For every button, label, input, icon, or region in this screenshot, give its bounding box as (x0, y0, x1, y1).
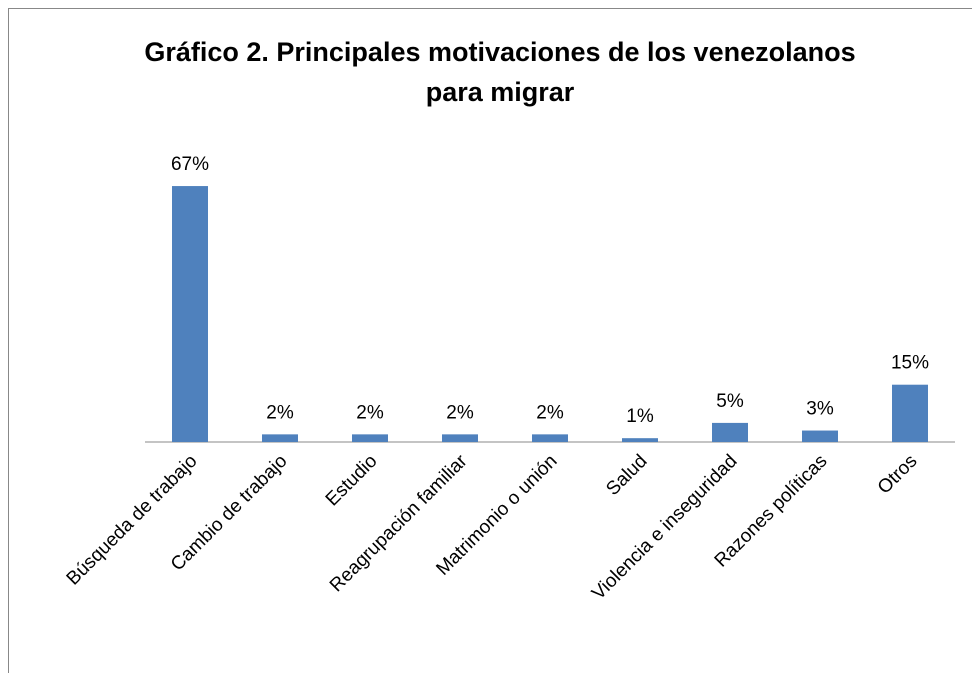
data-label: 2% (356, 402, 384, 423)
data-label: 67% (171, 154, 209, 175)
bar (352, 434, 388, 442)
x-tick-label: Violencia e inseguridad (588, 451, 742, 605)
data-label: 5% (716, 391, 744, 412)
data-label: 2% (536, 402, 564, 423)
data-label: 3% (806, 399, 834, 420)
bar (442, 434, 478, 442)
bar (802, 430, 838, 442)
chart-title: Gráfico 2. Principales motivaciones de l… (144, 37, 856, 107)
data-label: 15% (891, 353, 929, 374)
data-label: 2% (266, 402, 294, 423)
x-tick-label: Otros (874, 451, 922, 499)
x-tick-label: Estudio (322, 451, 382, 511)
data-label: 2% (446, 402, 474, 423)
bar (532, 434, 568, 442)
chart-frame (8, 8, 972, 673)
bar (262, 434, 298, 442)
bar (712, 422, 748, 442)
bar (172, 186, 208, 442)
bar (622, 438, 658, 442)
bar (892, 384, 928, 442)
data-label: 1% (626, 406, 654, 427)
x-tick-label: Salud (602, 451, 651, 500)
